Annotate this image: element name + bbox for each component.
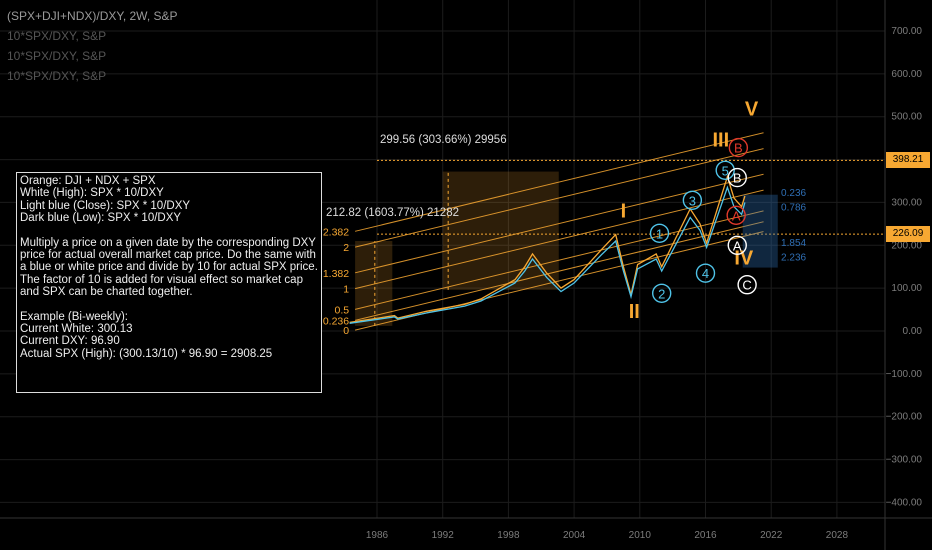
fib-channel-line <box>354 221 764 321</box>
fib-level-label: 2.382 <box>323 226 349 238</box>
series-line <box>349 174 746 324</box>
wave-circle <box>727 167 747 188</box>
study-label[interactable]: 10*SPX/DXY, S&P <box>7 29 107 43</box>
projection-label: 2.236 <box>781 252 806 263</box>
fib-level-label: 0.5 <box>334 304 349 316</box>
projection-box <box>742 194 778 268</box>
fib-channel-line <box>354 132 764 232</box>
fib-channel-line <box>354 189 764 290</box>
wave-label: C <box>742 278 751 293</box>
y-tick-label: 300.00 <box>891 197 922 208</box>
y-tick-label: 700.00 <box>891 26 922 37</box>
wave-label: B <box>734 141 743 156</box>
note-line: Light blue (Close): SPX * 10/DXY <box>20 199 191 212</box>
series-line <box>349 185 746 324</box>
wave-label: 3 <box>689 193 696 208</box>
projection-label: 1.854 <box>781 238 806 249</box>
wave-label: A <box>732 208 741 223</box>
y-tick-label: 500.00 <box>891 112 922 123</box>
x-tick-label: 2004 <box>563 530 586 541</box>
chart-legend[interactable]: (SPX+DJI+NDX)/DXY, 2W, S&P 10*SPX/DXY, S… <box>7 6 178 86</box>
y-tick-label: −300.00 <box>886 455 923 466</box>
note-line: Example (Bi-weekly): <box>20 310 128 323</box>
study-label[interactable]: 10*SPX/DXY, S&P <box>7 49 107 63</box>
price-tag-upper: 398.21 <box>886 152 930 168</box>
fib-level-label: 0.236 <box>323 315 349 327</box>
y-tick-label: 100.00 <box>891 283 922 294</box>
price-series <box>349 174 746 324</box>
fib-level-label: 1.382 <box>323 268 349 280</box>
wave-label: 5 <box>722 163 729 178</box>
wave-label: IV <box>734 248 754 270</box>
wave-label: 4 <box>702 266 709 281</box>
note-paragraph: Multiply a price on a given date by the … <box>20 236 318 299</box>
y-tick-label: −200.00 <box>886 412 923 423</box>
note-line: Actual SPX (High): (300.13/10) * 96.90 =… <box>20 347 273 360</box>
wave-label: A <box>733 238 742 253</box>
wave-label: 2 <box>658 286 665 301</box>
wave-label: B <box>733 171 742 186</box>
wave-circle <box>682 190 703 210</box>
y-tick-label: −100.00 <box>886 369 923 380</box>
x-tick-label: 2010 <box>629 530 652 541</box>
wave-label: 1 <box>656 226 663 241</box>
wave-circle <box>695 263 716 283</box>
y-tick-label: 600.00 <box>891 69 922 80</box>
wave-circle <box>715 160 735 180</box>
wave-circle <box>728 137 749 158</box>
fib-channel-line <box>354 173 764 274</box>
projection-label: 0.236 <box>781 188 806 199</box>
fib-level-label: 1 <box>343 284 349 296</box>
fib-channel-line <box>354 148 764 248</box>
fib-level-label: 0 <box>343 325 349 337</box>
wave-circle <box>726 205 746 225</box>
measure-box <box>355 241 393 326</box>
x-tick-label: 2028 <box>826 530 849 541</box>
wave-label: III <box>712 130 729 152</box>
y-tick-label: −400.00 <box>886 497 923 508</box>
fib-channel: 00.2360.511.38222.3820.2360.7861.8542.23… <box>323 132 807 337</box>
measure-label: 299.56 (303.66%) 29956 <box>380 134 507 146</box>
wave-circle <box>727 235 747 255</box>
y-tick-label: 0.00 <box>903 326 923 337</box>
text-note-box[interactable]: Orange: DJI + NDX + SPX White (High): SP… <box>16 172 322 393</box>
chart-annotations: 299.56 (303.66%) 29956 212.82 (1603.77%) … <box>326 134 507 219</box>
x-tick-label: 1992 <box>432 530 455 541</box>
measure-box <box>442 171 559 290</box>
y-tick-label: 200.00 <box>891 240 922 251</box>
note-line: Current DXY: 96.90 <box>20 335 120 348</box>
wave-circle <box>649 223 670 243</box>
x-tick-label: 2016 <box>694 530 717 541</box>
x-tick-label: 1986 <box>366 530 389 541</box>
measure-label: 212.82 (1603.77%) 21282 <box>326 207 459 219</box>
main-series-title[interactable]: (SPX+DJI+NDX)/DXY, 2W, S&P <box>7 9 178 23</box>
note-line: Current White: 300.13 <box>20 323 133 336</box>
x-tick-label: 2022 <box>760 530 783 541</box>
wave-circle <box>652 283 672 303</box>
wave-label: II <box>629 301 640 323</box>
wave-label: V <box>745 98 759 120</box>
note-line: Dark blue (Low): SPX * 10/DXY <box>20 212 182 225</box>
wave-label: I <box>621 200 627 222</box>
fib-level-label: 2 <box>343 242 349 254</box>
price-tag-lower: 226.09 <box>886 226 930 242</box>
study-label[interactable]: 10*SPX/DXY, S&P <box>7 69 107 83</box>
fib-channel-line <box>354 210 764 310</box>
wave-circle <box>737 275 757 295</box>
note-line: Orange: DJI + NDX + SPX <box>20 175 156 187</box>
x-tick-label: 1998 <box>497 530 520 541</box>
note-line: White (High): SPX * 10/DXY <box>20 187 164 200</box>
projection-label: 0.786 <box>781 203 806 214</box>
